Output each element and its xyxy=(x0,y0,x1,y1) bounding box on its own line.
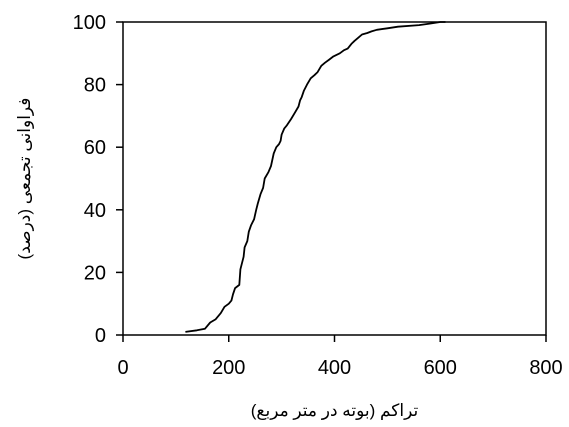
y-tick-label: 80 xyxy=(84,75,106,97)
y-tick-label: 0 xyxy=(95,325,106,347)
y-tick-label: 100 xyxy=(73,12,106,34)
x-axis-title: تراکم (بوته در متر مربع) xyxy=(251,401,419,421)
y-tick-label: 60 xyxy=(84,137,106,159)
series-layer xyxy=(185,21,446,333)
x-tick-label: 200 xyxy=(212,357,245,379)
x-tick-label: 0 xyxy=(117,357,128,379)
y-axis-title: فراوانی تجمعی (درصد) xyxy=(15,98,34,260)
x-tick-label: 800 xyxy=(529,357,562,379)
y-tick-label: 20 xyxy=(84,262,106,284)
axes xyxy=(122,21,547,336)
ticks: 0 200 400 600 800 0 20 40 60 80 100 xyxy=(73,12,563,379)
plot-frame xyxy=(122,21,547,336)
x-tick-label: 600 xyxy=(424,357,457,379)
y-tick-label: 40 xyxy=(84,200,106,222)
x-tick-label: 400 xyxy=(318,357,351,379)
cumulative-frequency-line xyxy=(185,21,446,333)
